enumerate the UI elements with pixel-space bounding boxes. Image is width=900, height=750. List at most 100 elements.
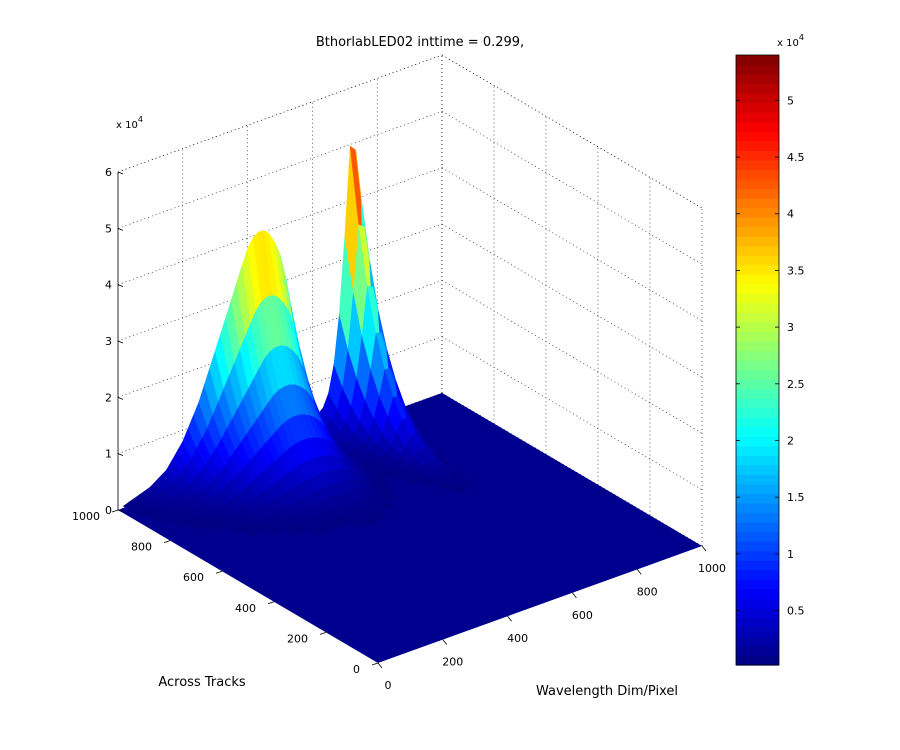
colorbar-swatch — [736, 388, 779, 399]
colorbar-swatch — [736, 512, 779, 523]
colorbar-swatch — [736, 312, 779, 323]
z-tick — [117, 171, 124, 175]
colorbar-swatch — [736, 426, 779, 437]
z-tick-label: 3 — [105, 335, 112, 348]
colorbar-swatch — [736, 159, 779, 170]
colorbar-swatch — [736, 207, 779, 218]
z-tick-label: 4 — [105, 279, 112, 292]
x-tick — [377, 662, 383, 669]
colorbar-tick-label: 0.5 — [787, 605, 805, 618]
colorbar-tick-label: 4.5 — [787, 151, 805, 164]
colorbar-multiplier: x 104 — [777, 33, 804, 49]
colorbar-swatch — [736, 350, 779, 361]
colorbar-swatch — [736, 550, 779, 561]
z-tick-label: 6 — [105, 166, 112, 179]
y-tick-label: 800 — [131, 541, 152, 554]
colorbar-swatch — [736, 236, 779, 247]
colorbar-swatch — [736, 302, 779, 313]
colorbar-swatch — [736, 379, 779, 390]
colorbar-swatch — [736, 617, 779, 628]
y-tick — [215, 570, 223, 574]
colorbar-tick-label: 2 — [787, 435, 794, 448]
z-tick — [117, 509, 124, 513]
grid-line — [441, 280, 703, 434]
surface-patch — [372, 512, 388, 521]
x-tick-label: 0 — [385, 679, 392, 692]
x-tick — [442, 639, 448, 645]
colorbar-swatch — [736, 255, 779, 266]
colorbar-swatch — [736, 150, 779, 161]
colorbar-swatch — [736, 340, 779, 352]
y-axis-label: Across Tracks — [158, 675, 246, 690]
surface-patch — [380, 501, 396, 510]
colorbar-swatch — [736, 140, 779, 151]
y-tick-label: 200 — [287, 632, 308, 645]
y-tick — [371, 662, 379, 666]
colorbar-swatch — [736, 598, 779, 609]
z-tick-label: 1 — [105, 448, 112, 461]
colorbar-swatch — [736, 436, 779, 447]
colorbar-swatch — [736, 293, 779, 304]
colorbar-tick-label: 1 — [787, 548, 794, 561]
y-tick — [319, 632, 327, 635]
x-tick-label: 800 — [637, 585, 658, 598]
grid-line — [441, 223, 703, 378]
colorbar-swatch — [736, 197, 779, 209]
colorbar-tick-label: 1.5 — [787, 491, 805, 504]
x-tick — [507, 615, 512, 622]
colorbar-swatch — [736, 274, 779, 285]
grid-line — [441, 111, 703, 265]
z-axis-multiplier: x 104 — [116, 115, 143, 131]
colorbar-swatch — [736, 531, 779, 542]
colorbar-swatch — [736, 579, 779, 590]
colorbar-swatch — [736, 655, 779, 666]
axes: 0 1 2 3 4 5 6 0 200 400 600 800 1000 0 200 400 600 800 100… — [72, 166, 726, 692]
colorbar-tick-label: 3 — [787, 321, 794, 334]
x-tick — [572, 592, 577, 599]
colorbar-swatch — [736, 474, 779, 485]
colorbar-swatch — [736, 131, 779, 142]
x-axis-label: Wavelength Dim/Pixel — [536, 684, 678, 699]
z-axis-multiplier-exponent: 4 — [138, 115, 143, 124]
y-tick-label: 600 — [183, 571, 204, 584]
colorbar-swatch — [736, 64, 779, 75]
colorbar-swatch — [736, 55, 779, 66]
colorbar-swatch — [736, 493, 779, 504]
x-tick-label: 400 — [507, 632, 528, 645]
colorbar-swatch — [736, 645, 779, 657]
colorbar-swatch — [736, 522, 779, 533]
surface-patch — [458, 480, 475, 490]
colorbar-swatch — [736, 178, 779, 190]
colorbar-multiplier-exponent: 4 — [799, 33, 804, 42]
surface-patch — [375, 478, 392, 487]
colorbar-swatch — [736, 569, 779, 580]
colorbar-swatch — [736, 607, 779, 618]
z-tick — [117, 284, 124, 288]
colorbar-swatch — [736, 417, 779, 428]
z-tick-label: 2 — [105, 391, 112, 404]
x-tick — [636, 569, 642, 575]
grid-line — [117, 111, 443, 229]
colorbar-swatch — [736, 398, 779, 409]
surface-plot — [118, 145, 702, 663]
y-tick-label: 400 — [235, 602, 256, 615]
x-tick-label: 1000 — [698, 562, 726, 575]
colorbar-swatch — [736, 455, 779, 466]
surface-patch — [378, 485, 395, 494]
z-tick — [117, 453, 124, 457]
colorbar-frame — [735, 54, 780, 666]
z-tick — [117, 227, 124, 231]
colorbar-swatch — [736, 226, 779, 237]
colorbar-swatch — [736, 502, 779, 514]
y-tick — [111, 509, 119, 513]
y-tick-label: 1000 — [72, 510, 100, 523]
colorbar-swatch — [736, 588, 779, 599]
grid-line — [117, 167, 443, 285]
colorbar-swatch — [736, 331, 779, 342]
colorbar-tick-label: 2.5 — [787, 378, 805, 391]
colorbar-swatch — [736, 169, 779, 180]
x-tick-label: 200 — [442, 656, 463, 669]
colorbar-swatch — [736, 360, 779, 371]
surface-patch — [382, 492, 398, 501]
